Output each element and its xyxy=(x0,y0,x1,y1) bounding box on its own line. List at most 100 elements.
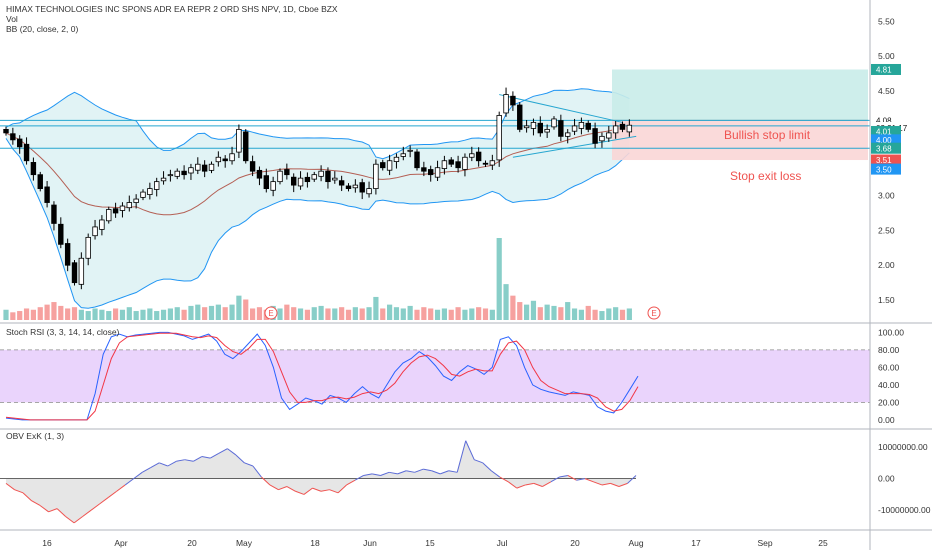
volume-bar xyxy=(380,308,386,320)
volume-bar xyxy=(250,308,256,320)
volume-bar xyxy=(551,305,557,320)
x-axis-tick: 15 xyxy=(425,538,435,548)
candle-body xyxy=(612,125,619,134)
volume-bar xyxy=(469,308,475,320)
obv-line-segment xyxy=(65,516,75,524)
candle-body xyxy=(345,185,352,190)
candle-body xyxy=(469,153,475,158)
volume-bar xyxy=(181,309,187,320)
volume-bar xyxy=(503,284,509,320)
volume-bar xyxy=(297,308,304,320)
price-badge-label: 3.68 xyxy=(876,144,892,153)
volume-bar xyxy=(558,307,564,320)
obv-line-segment xyxy=(141,467,151,473)
volume-bar xyxy=(332,308,338,320)
volume-bar xyxy=(599,311,605,320)
obv-line-segment xyxy=(286,486,296,492)
x-axis-tick: May xyxy=(236,538,253,548)
candle-body xyxy=(393,156,400,162)
obv-line-segment xyxy=(567,475,577,481)
volume-bar xyxy=(393,307,400,320)
candle-body xyxy=(112,208,119,214)
candle-body xyxy=(455,161,461,169)
obv-line-segment xyxy=(397,470,407,475)
candle-body xyxy=(64,243,71,266)
price-badge-label: 4.00 xyxy=(876,136,892,145)
candle-body xyxy=(30,162,37,176)
stoch-rsi-label: Stoch RSI (3, 3, 14, 14, close) xyxy=(6,327,120,337)
candle-body xyxy=(277,170,283,183)
candle-body xyxy=(318,170,324,177)
price-axis-tick: 1.50 xyxy=(878,295,895,305)
candle-body xyxy=(462,156,468,170)
volume-bar xyxy=(441,308,447,320)
candle-body xyxy=(215,156,222,163)
volume-bar xyxy=(613,307,619,320)
candle-body xyxy=(290,176,297,186)
bb-basis-line xyxy=(5,125,630,216)
price-badge-label: 4.01 xyxy=(876,128,892,137)
candle-body xyxy=(229,153,235,162)
obv-line-segment xyxy=(31,500,41,506)
obv-line-segment xyxy=(235,454,245,464)
candle-body xyxy=(537,122,543,134)
earnings-marker-icon xyxy=(647,306,661,320)
volume-bar xyxy=(510,295,516,320)
volume-bar xyxy=(133,311,139,320)
candle-body xyxy=(44,186,50,203)
obv-line-segment xyxy=(167,460,177,467)
candle-body xyxy=(249,161,256,172)
obv-line-segment xyxy=(550,476,560,483)
candle-body xyxy=(37,174,43,190)
obv-line-segment xyxy=(278,486,288,491)
obv-line-segment xyxy=(107,490,117,498)
price-badge-label: 4.08 xyxy=(876,117,892,126)
obv-line-segment xyxy=(312,487,322,492)
candle-body xyxy=(153,181,160,190)
candle-body xyxy=(496,115,502,161)
candle-body xyxy=(517,104,523,130)
stoch-axis-tick: 60.00 xyxy=(878,362,900,372)
volume-bar xyxy=(626,308,632,320)
obv-line-segment xyxy=(56,508,66,517)
volume-bar xyxy=(387,304,393,320)
volume-bar xyxy=(578,309,584,320)
volume-bar xyxy=(23,308,30,320)
volume-bar xyxy=(51,302,57,320)
volume-bar xyxy=(606,308,612,320)
obv-line-segment xyxy=(414,468,424,473)
volume-bar xyxy=(37,307,43,320)
candle-body xyxy=(421,167,427,172)
obv-line-segment xyxy=(499,476,509,483)
obv-axis-tick: -10000000.00 xyxy=(878,505,931,515)
candle-body xyxy=(188,167,194,174)
candle-body xyxy=(599,135,605,142)
candle-body xyxy=(256,169,263,179)
candle-body xyxy=(414,151,420,169)
obv-line-segment xyxy=(346,479,356,486)
obv-axis-tick: 0.00 xyxy=(878,474,895,484)
volume-bar xyxy=(30,309,36,320)
bb-fill xyxy=(6,88,630,309)
price-axis-tick: 2.50 xyxy=(878,225,895,235)
candle-body xyxy=(51,204,57,224)
volume-bar xyxy=(167,308,173,320)
stoch-axis-tick: 80.00 xyxy=(878,345,900,355)
candle-body xyxy=(201,164,208,172)
obv-line-segment xyxy=(482,462,492,472)
candle-body xyxy=(523,125,530,129)
candle-body xyxy=(400,153,406,157)
earnings-marker-label: E xyxy=(651,309,656,318)
price-axis-tick: 5.50 xyxy=(878,16,895,26)
volume-bar xyxy=(544,304,550,320)
candle-body xyxy=(208,163,215,171)
candle-body xyxy=(427,169,434,176)
earnings-marker-icon xyxy=(264,306,278,320)
candle-body xyxy=(571,125,578,132)
volume-bar xyxy=(243,299,249,320)
obv-line-segment xyxy=(627,475,637,484)
candle-body xyxy=(243,131,249,162)
candle-body xyxy=(174,170,180,177)
